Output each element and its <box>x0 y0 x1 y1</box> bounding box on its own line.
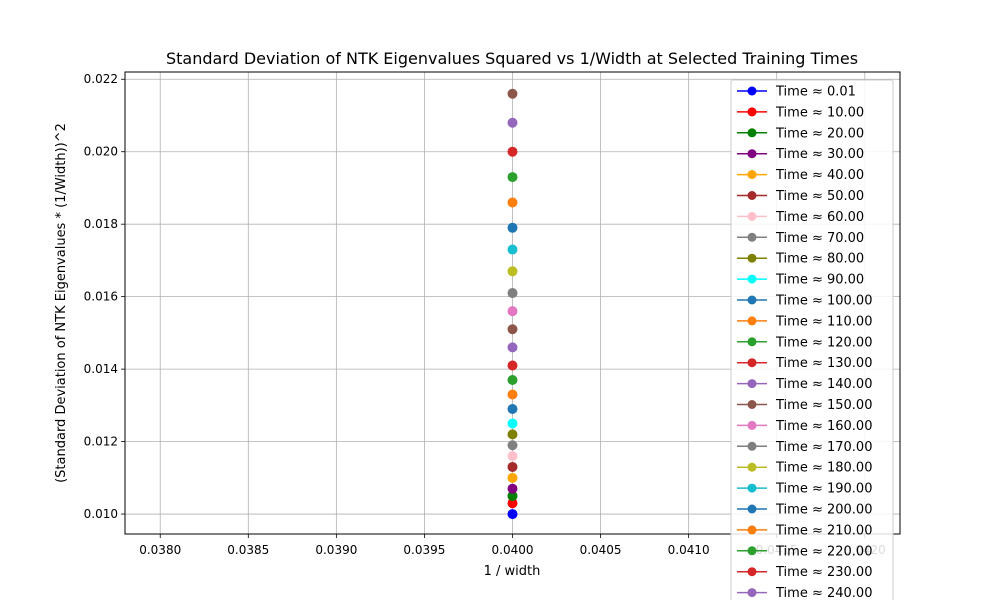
legend-label: Time ≈ 0.01 <box>775 85 856 100</box>
legend-marker <box>747 232 757 242</box>
legend-label: Time ≈ 240.00 <box>775 586 872 600</box>
legend-marker <box>747 588 757 598</box>
legend-label: Time ≈ 50.00 <box>775 189 864 204</box>
legend-label: Time ≈ 90.00 <box>775 273 864 288</box>
y-tick-label: 0.010 <box>84 507 118 521</box>
y-tick-label: 0.016 <box>84 290 118 304</box>
data-point <box>507 306 518 317</box>
data-point <box>507 403 518 414</box>
legend: Time ≈ 0.01 Time ≈ 10.00 Time ≈ 20.00 Time … <box>730 79 894 604</box>
legend-marker <box>747 274 757 284</box>
data-point <box>507 244 518 255</box>
legend-label: Time ≈ 70.00 <box>775 231 864 246</box>
x-tick-label: 0.0380 <box>139 543 181 557</box>
legend-marker <box>747 316 757 326</box>
legend-marker <box>747 379 757 389</box>
y-tick-label: 0.014 <box>84 362 118 376</box>
x-tick-label: 0.0390 <box>315 543 357 557</box>
legend-marker <box>747 483 757 493</box>
legend-label: Time ≈ 180.00 <box>775 461 872 476</box>
x-tick-label: 0.0385 <box>227 543 269 557</box>
legend-label: Time ≈ 120.00 <box>775 335 872 350</box>
legend-label: Time ≈ 140.00 <box>775 377 872 392</box>
data-point <box>507 324 518 335</box>
legend-marker <box>747 295 757 305</box>
data-point <box>507 288 518 299</box>
legend-marker <box>747 546 757 556</box>
y-tick-label: 0.020 <box>84 145 118 159</box>
data-point <box>507 222 518 233</box>
data-point <box>507 483 518 494</box>
legend-label: Time ≈ 220.00 <box>775 544 872 559</box>
legend-marker <box>747 253 757 263</box>
data-point <box>507 440 518 451</box>
data-point <box>507 375 518 385</box>
data-point <box>507 172 518 183</box>
x-axis-label: 1 / width <box>484 564 541 579</box>
legend-label: Time ≈ 10.00 <box>775 105 864 120</box>
legend-label: Time ≈ 20.00 <box>775 126 864 141</box>
legend-label: Time ≈ 40.00 <box>775 168 864 183</box>
data-point <box>507 509 518 520</box>
data-point <box>507 266 518 277</box>
legend-label: Time ≈ 60.00 <box>775 210 864 225</box>
data-point <box>507 389 518 400</box>
data-point <box>507 360 518 371</box>
legend-box <box>730 79 894 604</box>
legend-label: Time ≈ 150.00 <box>775 398 872 413</box>
data-point <box>507 418 518 429</box>
x-tick-label: 0.0410 <box>668 543 710 557</box>
legend-label: Time ≈ 100.00 <box>775 294 872 309</box>
x-tick-label: 0.0395 <box>403 543 445 557</box>
legend-label: Time ≈ 200.00 <box>775 503 872 518</box>
legend-marker <box>747 567 757 577</box>
x-tick-label: 0.0400 <box>492 543 534 557</box>
legend-label: Time ≈ 210.00 <box>775 523 872 538</box>
legend-marker <box>747 337 757 347</box>
data-point <box>507 197 518 208</box>
legend-label: Time ≈ 80.00 <box>775 252 864 267</box>
data-point <box>507 117 518 128</box>
legend-label: Time ≈ 190.00 <box>775 482 872 497</box>
data-point <box>507 146 518 157</box>
legend-marker <box>747 525 757 535</box>
data-point <box>507 88 518 99</box>
legend-marker <box>747 191 757 200</box>
y-tick-label: 0.018 <box>84 217 118 231</box>
y-tick-label: 0.012 <box>84 435 118 449</box>
legend-marker <box>747 170 757 180</box>
data-point <box>507 472 518 483</box>
legend-marker <box>747 441 757 451</box>
legend-label: Time ≈ 110.00 <box>775 314 872 329</box>
y-tick-label: 0.022 <box>84 72 118 86</box>
legend-marker <box>747 107 757 117</box>
x-tick-label: 0.0405 <box>580 543 622 557</box>
legend-marker <box>747 211 757 221</box>
data-point <box>507 461 518 472</box>
data-series <box>507 88 518 520</box>
legend-marker <box>747 358 757 368</box>
legend-label: Time ≈ 160.00 <box>775 419 872 434</box>
data-point <box>507 451 518 462</box>
legend-label: Time ≈ 30.00 <box>775 147 864 162</box>
legend-label: Time ≈ 170.00 <box>775 440 872 455</box>
legend-marker <box>747 420 757 430</box>
data-point <box>507 342 518 353</box>
legend-label: Time ≈ 130.00 <box>775 356 872 371</box>
legend-marker <box>747 86 757 96</box>
legend-marker <box>747 400 757 409</box>
y-axis-label: (Standard Deviation of NTK Eigenvalues *… <box>54 123 69 483</box>
legend-marker <box>747 149 757 159</box>
data-point <box>507 429 518 440</box>
chart-title: Standard Deviation of NTK Eigenvalues Sq… <box>166 49 858 68</box>
legend-marker <box>747 504 757 514</box>
legend-marker <box>747 462 757 472</box>
legend-marker <box>747 128 757 138</box>
legend-label: Time ≈ 230.00 <box>775 565 872 580</box>
